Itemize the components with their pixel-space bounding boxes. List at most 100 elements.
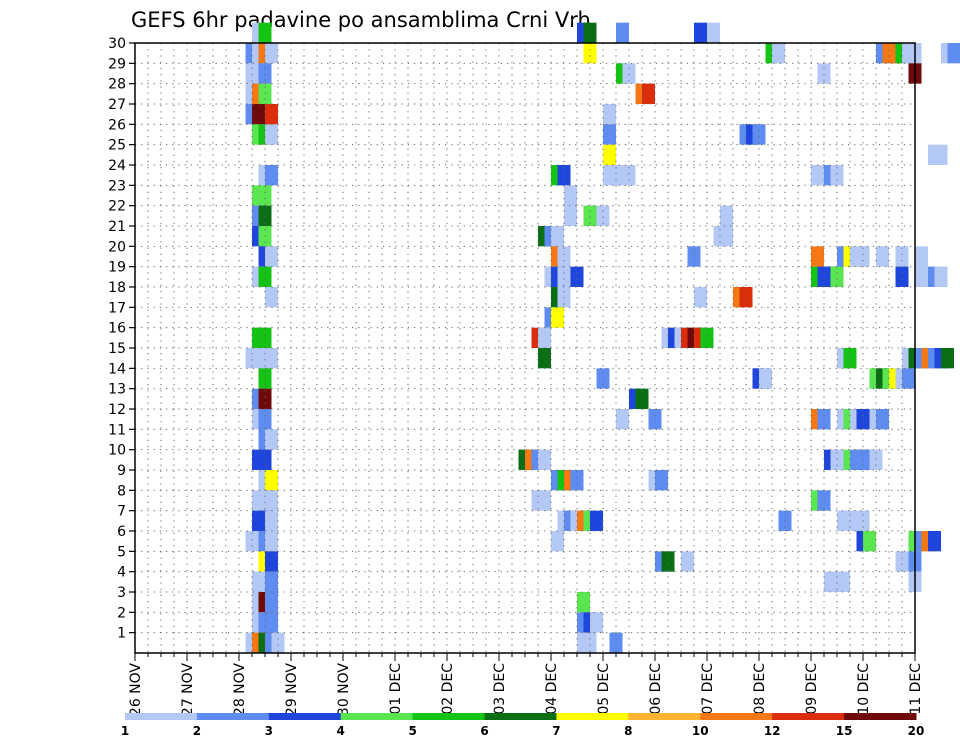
y-tick-label: 20 — [108, 239, 126, 255]
y-tick-label: 14 — [108, 361, 126, 377]
precip-cell — [876, 409, 889, 430]
colorbar-label: 7 — [552, 724, 560, 738]
y-tick-label: 4 — [117, 565, 126, 581]
y-tick-label: 30 — [108, 36, 126, 52]
precip-cell — [928, 531, 941, 552]
colorbar-swatch — [484, 713, 557, 720]
precip-cell — [557, 287, 571, 308]
y-tick-label: 23 — [108, 178, 126, 194]
precip-cell — [564, 205, 577, 226]
precip-cell — [265, 429, 278, 450]
precip-cell — [934, 266, 948, 287]
y-tick-label: 26 — [108, 117, 126, 133]
x-tick-label: 02 DEC — [440, 663, 456, 715]
precip-cell — [538, 348, 551, 369]
precip-cell — [258, 449, 272, 470]
precip-cell — [557, 165, 571, 186]
chart-title: GEFS 6hr padavine po ansamblima Crni Vrh — [131, 8, 591, 32]
precip-cell — [265, 165, 278, 186]
precip-cell — [947, 43, 960, 64]
x-tick-label: 01 DEC — [388, 663, 404, 715]
precip-cell — [895, 551, 909, 572]
precip-cell — [863, 531, 876, 552]
grid-layer — [135, 43, 915, 653]
y-tick-label: 21 — [108, 219, 126, 235]
precip-cell — [720, 205, 733, 226]
precip-cell — [557, 246, 571, 267]
precip-cell — [687, 246, 701, 267]
precip-cell — [915, 246, 928, 267]
precip-cell — [934, 144, 948, 165]
colorbar-label: 15 — [836, 724, 853, 738]
x-tick-label: 27 NOV — [180, 663, 196, 717]
precip-cell — [902, 368, 915, 389]
precip-cell — [258, 22, 272, 43]
y-tick-label: 29 — [108, 56, 126, 72]
precip-cell — [694, 22, 707, 43]
colorbar-label: 3 — [265, 724, 273, 738]
precip-cell — [856, 246, 870, 267]
x-tick-label: 29 NOV — [284, 663, 300, 717]
precip-cell — [590, 510, 603, 531]
precip-cell — [265, 470, 278, 491]
y-tick-label: 1 — [117, 626, 126, 642]
precip-cell — [538, 449, 551, 470]
precip-cell — [265, 348, 278, 369]
precip-cell — [583, 43, 597, 64]
precip-cell — [265, 124, 278, 145]
precip-cell — [772, 43, 785, 64]
colorbar-swatch — [556, 713, 629, 720]
precip-cell — [570, 470, 584, 491]
colorbar-label: 1 — [121, 724, 129, 738]
precip-cell — [876, 246, 889, 267]
precip-cell — [837, 571, 850, 592]
precip-cell — [265, 551, 278, 572]
y-tick-label: 17 — [108, 300, 126, 316]
precip-cell — [583, 22, 597, 43]
y-axis: 1234567891011121314151617181920212223242… — [108, 36, 135, 642]
precip-cell — [258, 185, 272, 206]
precip-cell — [616, 22, 629, 43]
precip-cell — [557, 266, 571, 287]
colorbar-swatch — [125, 713, 198, 720]
precip-cell — [642, 83, 655, 104]
colorbar-swatch — [196, 713, 270, 720]
colorbar-swatch — [628, 713, 701, 720]
colorbar: 1 2 3 4 5 6 7 8 10 12 15 20 — [121, 713, 924, 738]
y-tick-label: 27 — [108, 97, 126, 113]
precip-cell — [622, 165, 636, 186]
y-tick-label: 8 — [117, 483, 126, 499]
precip-cell — [622, 63, 636, 84]
precip-cell — [609, 632, 623, 653]
y-tick-label: 19 — [108, 260, 126, 276]
x-axis: 26 NOV 27 NOV 28 NOV 29 NOV 30 NOV 01 DEC 02 D… — [128, 653, 924, 716]
precip-cell — [570, 266, 584, 287]
precip-cell — [265, 510, 278, 531]
cells-layer — [245, 22, 960, 653]
precip-cell — [265, 104, 278, 125]
precip-cell — [245, 348, 259, 369]
y-tick-label: 12 — [108, 402, 126, 418]
precip-cell — [648, 409, 662, 430]
x-tick-label: 26 NOV — [128, 663, 144, 717]
precip-cell — [895, 266, 909, 287]
precip-cell — [661, 551, 675, 572]
x-tick-label: 04 DEC — [544, 663, 560, 715]
precip-cell — [258, 63, 272, 84]
colorbar-swatch — [268, 713, 342, 720]
colorbar-label: 5 — [408, 724, 416, 738]
precip-cell — [265, 246, 278, 267]
y-tick-label: 24 — [108, 158, 126, 174]
precip-cell — [564, 185, 577, 206]
x-tick-label: 09 DEC — [804, 663, 820, 715]
precip-cell — [811, 246, 824, 267]
precip-cell — [538, 490, 551, 511]
precip-cell — [265, 490, 278, 511]
x-tick-label: 07 DEC — [700, 663, 716, 715]
precip-cell — [830, 165, 844, 186]
x-tick-label: 30 NOV — [336, 663, 352, 717]
precip-cell — [265, 612, 278, 633]
precip-cell — [577, 592, 590, 613]
colorbar-label: 8 — [624, 724, 632, 738]
y-tick-label: 11 — [108, 422, 126, 438]
